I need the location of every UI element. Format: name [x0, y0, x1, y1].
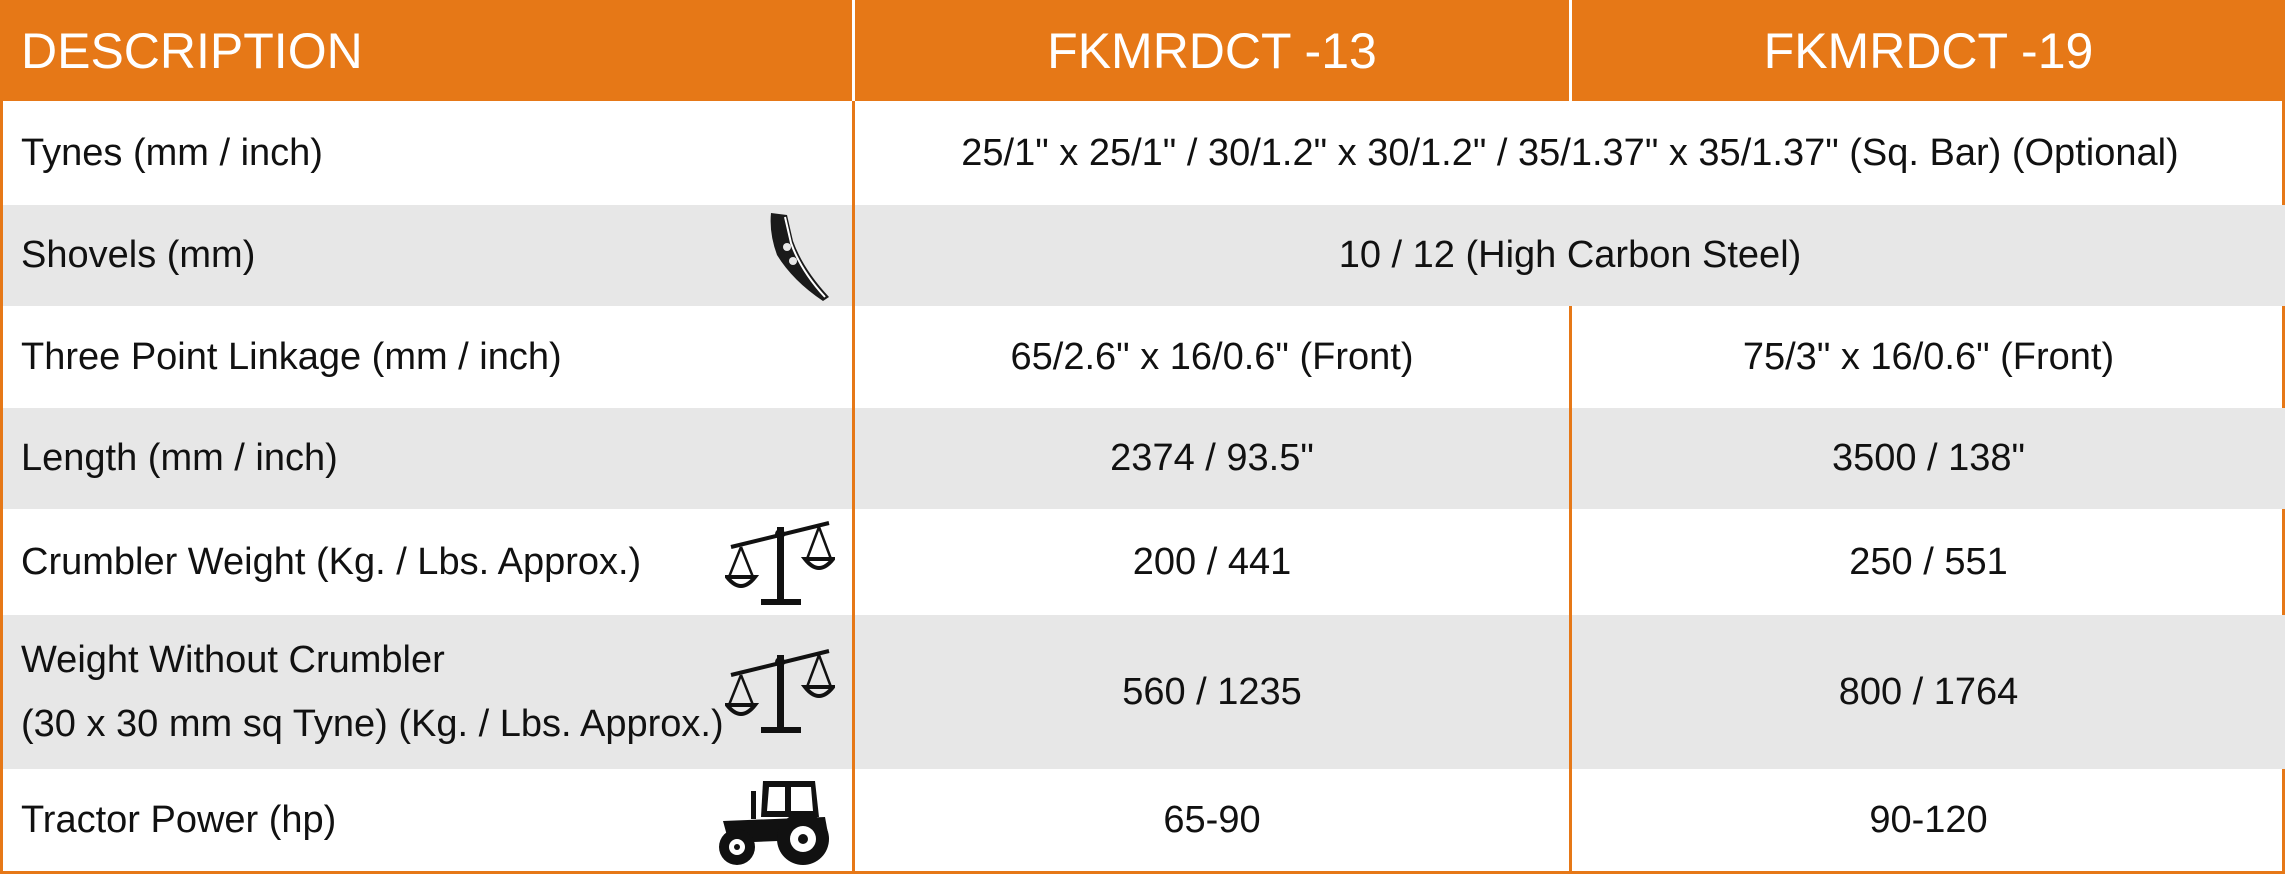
- column-divider: [1569, 306, 1572, 871]
- header-divider: [1569, 0, 1572, 101]
- balance-scale-icon: [725, 649, 835, 733]
- row-value-span: 10 / 12 (High Carbon Steel): [1338, 234, 1802, 276]
- row-value-model-19: 800 / 1764: [1838, 670, 2019, 713]
- row-value-model-19: 75/3" x 16/0.6" (Front): [1742, 335, 2115, 378]
- table-row: Shovels (mm) 10 / 12 (High Carbon Steel): [3, 205, 2285, 306]
- row-label-line1: Weight Without Crumbler: [21, 639, 445, 681]
- table-row: Length (mm / inch) 2374 / 93.5" 3500 / 1…: [3, 408, 2285, 509]
- table-header: DESCRIPTION FKMRDCT -13 FKMRDCT -19: [3, 0, 2285, 101]
- row-value-span: 25/1" x 25/1" / 30/1.2" x 30/1.2" / 35/1…: [961, 131, 2179, 174]
- table-row: Tractor Power (hp) 65-90 90-120: [3, 769, 2285, 871]
- row-value-model-19: 3500 / 138": [1831, 437, 2026, 479]
- table-row: Three Point Linkage (mm / inch) 65/2.6" …: [3, 306, 2285, 408]
- row-value-model-13: 560 / 1235: [1122, 670, 1302, 713]
- table-row: Crumbler Weight (Kg. / Lbs. Approx.) 200…: [3, 509, 2285, 615]
- row-label: Crumbler Weight (Kg. / Lbs. Approx.): [21, 540, 642, 583]
- balance-scale-icon: [725, 521, 835, 605]
- row-value-model-13: 65-90: [1163, 798, 1261, 841]
- shovel-icon: [770, 213, 829, 301]
- header-description: DESCRIPTION: [21, 22, 363, 79]
- table-row: Tynes (mm / inch) 25/1" x 25/1" / 30/1.2…: [3, 101, 2285, 205]
- header-model-13: FKMRDCT -13: [1047, 22, 1377, 79]
- row-value-model-13: 200 / 441: [1132, 540, 1292, 583]
- row-label: Three Point Linkage (mm / inch): [21, 335, 562, 378]
- row-value-model-19: 90-120: [1869, 798, 1988, 841]
- row-label: Length (mm / inch): [21, 437, 338, 479]
- row-label: Tynes (mm / inch): [21, 131, 323, 174]
- row-value-model-13: 65/2.6" x 16/0.6" (Front): [1010, 335, 1414, 378]
- row-label: Tractor Power (hp): [21, 798, 337, 841]
- row-value-model-13: 2374 / 93.5": [1110, 437, 1314, 479]
- header-divider: [852, 0, 855, 101]
- column-divider: [852, 101, 855, 871]
- row-value-model-19: 250 / 551: [1849, 540, 2008, 583]
- tractor-icon: [719, 781, 829, 865]
- row-label-line2: (30 x 30 mm sq Tyne) (Kg. / Lbs. Approx.…: [21, 703, 724, 745]
- row-label: Shovels (mm): [21, 234, 256, 276]
- table-row: Weight Without Crumbler (30 x 30 mm sq T…: [3, 615, 2285, 769]
- header-model-19: FKMRDCT -19: [1763, 22, 2094, 79]
- row-label: Weight Without Crumbler (30 x 30 mm sq T…: [21, 615, 724, 769]
